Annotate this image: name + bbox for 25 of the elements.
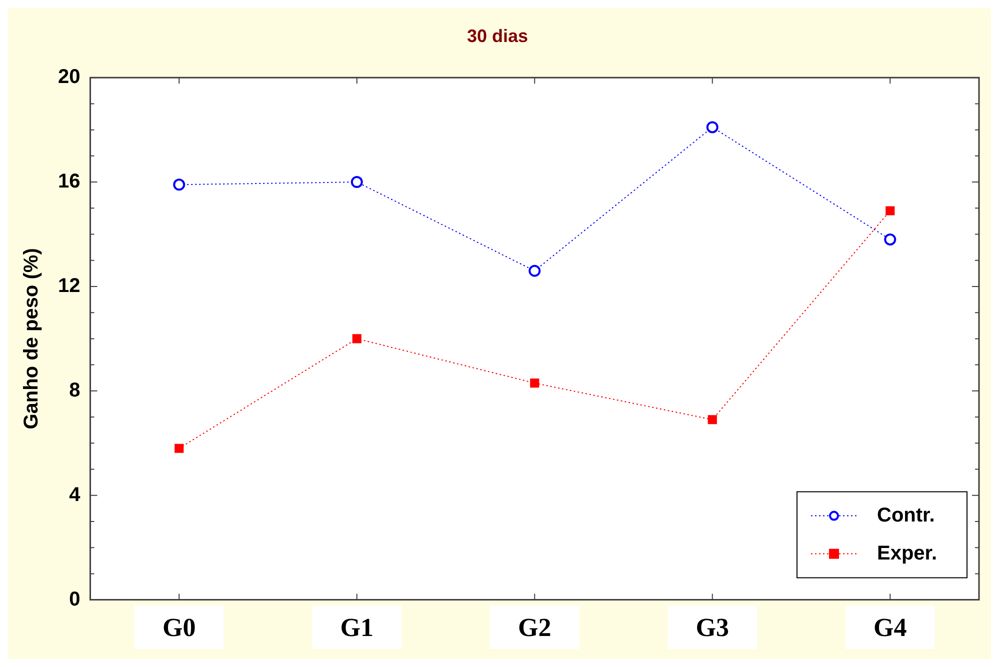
y-tick-label: 4	[69, 484, 82, 506]
y-tick-label: 0	[69, 588, 80, 610]
x-tick-label: G4	[874, 613, 907, 642]
y-tick-label: 16	[58, 170, 80, 193]
y-tick-label: 8	[69, 379, 80, 402]
x-tick-label: G2	[518, 613, 552, 642]
point	[884, 233, 896, 246]
point	[352, 334, 362, 344]
point	[530, 378, 540, 388]
point	[708, 415, 717, 424]
x-tick-label: G1	[340, 613, 374, 642]
chart-title: 30 dias	[466, 26, 528, 46]
legend-label: Contr.	[877, 504, 935, 526]
point	[350, 176, 363, 188]
point	[706, 121, 718, 134]
point	[528, 264, 541, 277]
y-axis-title: Ganho de peso (%)	[20, 248, 43, 430]
y-tick-label: 12	[58, 274, 80, 297]
y-tick-label: 20	[58, 66, 80, 88]
point	[173, 178, 186, 191]
legend-label: Exper.	[877, 542, 938, 564]
x-tick-label: G3	[696, 613, 729, 642]
point	[174, 444, 184, 453]
point	[886, 206, 895, 216]
x-tick-label: G0	[162, 613, 196, 642]
